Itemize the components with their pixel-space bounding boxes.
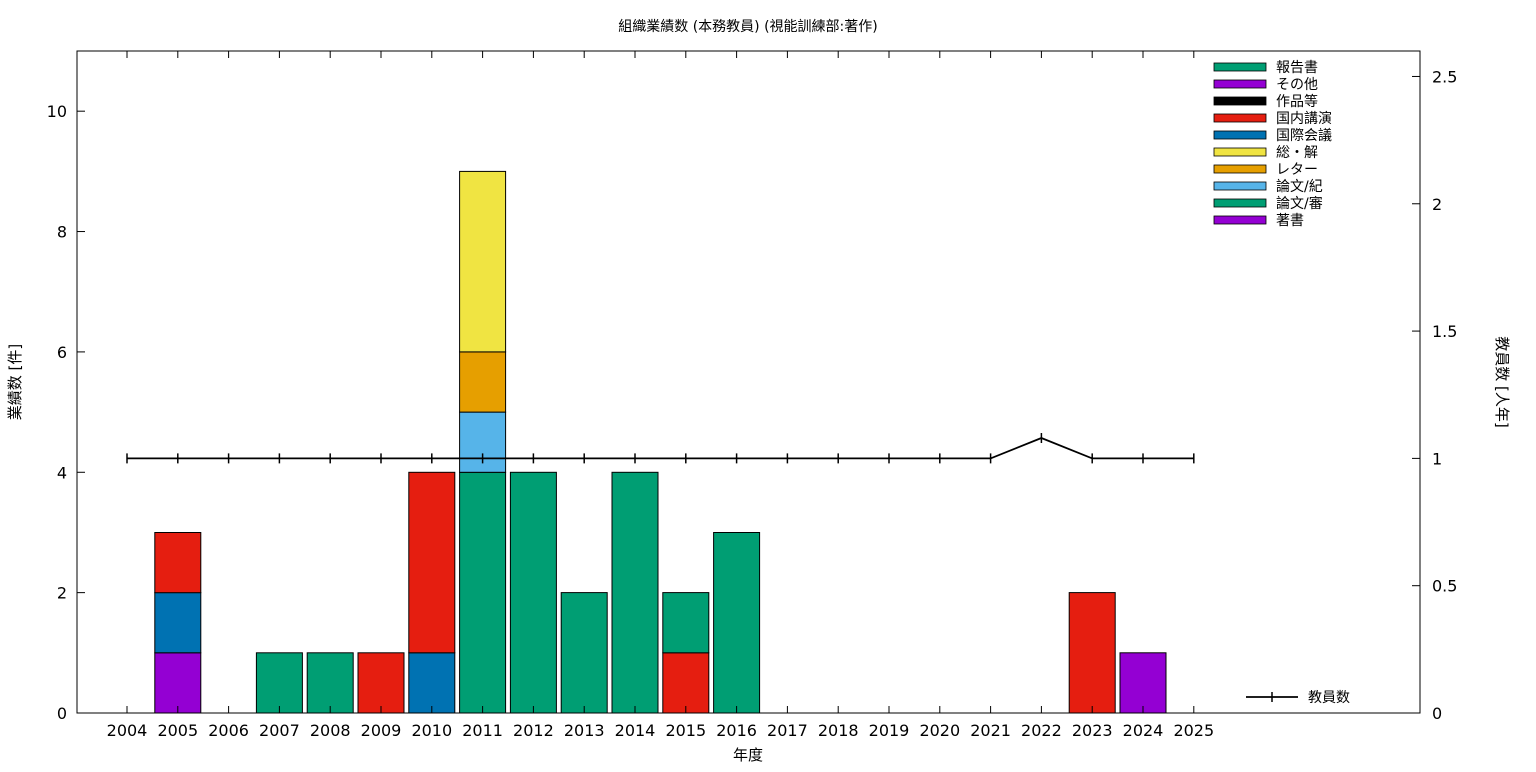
y-tick-label: 4 (57, 463, 67, 482)
plot-frame (76, 50, 1421, 714)
x-tick-label-2016: 2016 (716, 721, 757, 740)
y2-tick-label: 1.5 (1432, 322, 1457, 341)
x-tick-label-2014: 2014 (615, 721, 656, 740)
y-tick-label: 8 (57, 223, 67, 242)
bar-2010-国内講演 (408, 471, 456, 654)
y2-tick-label: 2.5 (1432, 67, 1457, 86)
x-tick-label-2024: 2024 (1123, 721, 1164, 740)
legend-swatch-論文/審 (1213, 198, 1267, 208)
bar-2009-国内講演 (357, 652, 405, 714)
legend-label-レター: レター (1276, 162, 1318, 178)
legend-swatch-レター (1213, 164, 1267, 174)
legend-label-論文/紀: 論文/紀 (1276, 179, 1323, 195)
x-tick-label-2020: 2020 (919, 721, 960, 740)
y-tick-label: 6 (57, 343, 67, 362)
bar-2008-報告書 (306, 652, 354, 714)
axes-group: 0 2 4 6 8 10 0 0.5 1 1.5 2 2.5 2004 2005 2006 2007 2008 2… (47, 51, 1457, 740)
bars-group (154, 170, 1167, 714)
y-tick-label: 10 (47, 102, 67, 121)
bar-2013-報告書 (560, 592, 608, 714)
legend-label-報告書: 報告書 (1276, 60, 1318, 76)
y2-tick-label: 0 (1432, 704, 1442, 723)
bar-2010-国際会議 (408, 652, 456, 714)
x-tick-label-2007: 2007 (259, 721, 300, 740)
x-tick-label-2009: 2009 (361, 721, 402, 740)
legend-swatch-報告書 (1213, 62, 1267, 72)
x-tick-label-2006: 2006 (208, 721, 249, 740)
bar-2011-レター (459, 351, 507, 413)
teacher-count-line-group (126, 433, 1195, 464)
teacher-count-line (127, 437, 1194, 460)
x-tick-label-2012: 2012 (513, 721, 554, 740)
x-tick-label-2021: 2021 (970, 721, 1011, 740)
bar-2005-国際会議 (154, 592, 202, 654)
legend-label-国内講演: 国内講演 (1276, 111, 1332, 127)
bar-2007-報告書 (255, 652, 303, 714)
legend-swatch-著書 (1213, 215, 1267, 225)
legend-label-国際会議: 国際会議 (1276, 127, 1332, 144)
x-tick-label-2022: 2022 (1021, 721, 1062, 740)
y-axis-label: 業績数 [件] (6, 344, 24, 420)
legend-label-作品等: 作品等 (1276, 93, 1318, 110)
legend-swatch-国内講演 (1213, 113, 1267, 123)
x-tick-label-2008: 2008 (310, 721, 351, 740)
x-tick-label-2017: 2017 (767, 721, 808, 740)
x-tick-label-2025: 2025 (1173, 721, 1214, 740)
bar-2005-著書 (154, 652, 202, 714)
legend-label-teacher-count: 教員数 (1308, 690, 1350, 706)
y-tick-label: 0 (57, 704, 67, 723)
legend-swatch-国際会議 (1213, 130, 1267, 140)
legend-swatch-作品等 (1213, 96, 1267, 106)
y-tick-label: 2 (57, 584, 67, 603)
legend-label-論文/審: 論文/審 (1276, 196, 1323, 212)
x-tick-label-2018: 2018 (818, 721, 859, 740)
bar-2012-報告書 (509, 471, 557, 714)
bar-2011-論文/審 (459, 471, 507, 714)
legend-swatch-総・解 (1213, 147, 1267, 157)
x-tick-label-2004: 2004 (107, 721, 148, 740)
bar-2024-著書 (1119, 652, 1167, 714)
legend-label-総・解: 総・解 (1276, 145, 1318, 161)
bar-2015-報告書 (662, 592, 710, 654)
x-tick-label-2013: 2013 (564, 721, 605, 740)
y2-axis-label: 教員数 [人年] (1493, 336, 1511, 427)
chart-title: 組織業績数 (本務教員) (視能訓練部:著作) (618, 19, 877, 35)
bar-2011-総・解 (459, 170, 507, 353)
bar-2016-報告書 (713, 532, 761, 714)
legend-label-その他: その他 (1276, 77, 1318, 93)
x-tick-label-2019: 2019 (869, 721, 910, 740)
bar-2023-国内講演 (1068, 592, 1116, 714)
bar-2014-報告書 (611, 471, 659, 714)
x-axis-label: 年度 (733, 746, 763, 764)
legend-label-著書: 著書 (1276, 213, 1304, 229)
x-tick-label-2010: 2010 (411, 721, 452, 740)
x-tick-label-2023: 2023 (1072, 721, 1113, 740)
x-tick-label-2015: 2015 (665, 721, 706, 740)
y2-tick-label: 1 (1432, 449, 1442, 468)
x-tick-label-2005: 2005 (157, 721, 198, 740)
x-tick-label-2011: 2011 (462, 721, 503, 740)
y2-tick-label: 0.5 (1432, 577, 1457, 596)
bar-2015-国内講演 (662, 652, 710, 714)
y2-tick-label: 2 (1432, 195, 1442, 214)
bar-2005-国内講演 (154, 532, 202, 594)
legend-swatch-その他 (1213, 79, 1267, 89)
legend-swatch-論文/紀 (1213, 181, 1267, 191)
